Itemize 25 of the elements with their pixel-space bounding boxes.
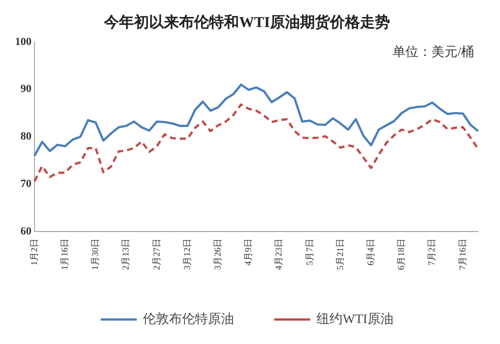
y-tick-label: 60 [20, 225, 32, 238]
x-tick-label: 3月26日 [212, 238, 222, 270]
y-tick-label: 80 [20, 130, 32, 143]
chart-title: 今年初以来布伦特和WTI原油期货价格走势 [103, 12, 390, 31]
annotation: 单位：美元/桶 [392, 44, 474, 59]
x-tick-label: 1月16日 [59, 238, 70, 270]
x-tick-label: 6月4日 [365, 238, 376, 266]
x-tick-label: 1月2日 [28, 238, 39, 266]
x-tick-label: 6月18日 [396, 238, 406, 270]
x-tick-label: 4月9日 [243, 238, 254, 266]
x-tick-label: 3月12日 [182, 238, 192, 270]
x-tick-label: 7月2日 [426, 238, 437, 266]
y-tick-label: 90 [20, 83, 32, 96]
legend-label: 伦敦布伦特原油 [143, 310, 234, 326]
x-tick-label: 4月23日 [274, 238, 284, 270]
legend-label: 纽约WTI原油 [316, 310, 394, 326]
x-tick-label: 7月16日 [457, 238, 468, 270]
x-tick-label: 5月21日 [334, 238, 345, 270]
x-tick-label: 1月30日 [90, 238, 100, 270]
x-tick-label: 2月27日 [151, 238, 162, 270]
x-tick-label: 2月13日 [120, 238, 131, 270]
x-tick-label: 5月7日 [304, 238, 314, 266]
y-tick-label: 100 [15, 36, 32, 48]
y-tick-label: 70 [20, 178, 32, 190]
line-series [33, 103, 480, 182]
